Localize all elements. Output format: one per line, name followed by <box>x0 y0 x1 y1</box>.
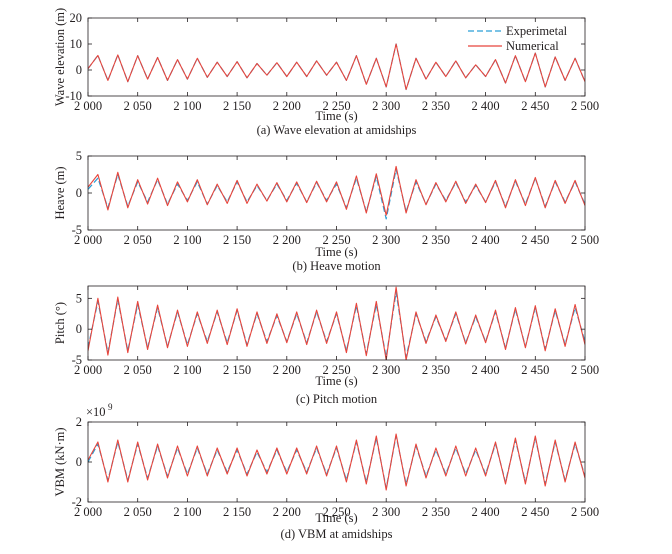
y-axis-label: Heave (m) <box>53 166 67 219</box>
x-tick-label: 2 450 <box>521 505 549 519</box>
x-tick-label: 2 050 <box>124 233 152 247</box>
x-tick-label: 2 000 <box>74 363 102 377</box>
y-tick-label: 5 <box>76 291 82 305</box>
y-tick-label: -10 <box>65 89 82 103</box>
plot-frame <box>87 285 586 361</box>
y-tick-label: 0 <box>76 63 82 77</box>
x-tick-label: 2 050 <box>124 363 152 377</box>
y-axis-label: Wave elevation (m) <box>53 8 67 106</box>
x-tick-label: 2 100 <box>173 505 201 519</box>
x-tick-label: 2 500 <box>571 505 599 519</box>
x-tick-label: 2 250 <box>322 99 350 113</box>
series-line-numerical <box>88 43 585 91</box>
x-tick-label: 2 300 <box>372 233 400 247</box>
x-axis-label: Time (s) <box>315 511 357 525</box>
x-tick-label: 2 400 <box>472 505 500 519</box>
x-tick-label: 2 200 <box>273 99 301 113</box>
x-tick-label: 2 450 <box>521 233 549 247</box>
y-tick-label: 20 <box>70 11 83 25</box>
y-tick-label: 0 <box>76 186 82 200</box>
x-tick-label: 2 200 <box>273 505 301 519</box>
x-tick-label: 2 100 <box>173 99 201 113</box>
x-tick-label: 2 350 <box>422 505 450 519</box>
y-tick-label: 2 <box>76 415 82 429</box>
panel-4: 2 000 2 050 2 100 2 150 2 200 2 250 2 300 2 350… <box>53 402 599 541</box>
x-axis-label: Time (s) <box>315 109 357 123</box>
x-tick-label: 2 300 <box>372 505 400 519</box>
y-axis-label: Pitch (°) <box>53 302 67 344</box>
legend-label-experimetal: Experimetal <box>506 24 568 38</box>
panel-3: 2 000 2 050 2 100 2 150 2 200 2 250 2 300 2 350… <box>53 285 599 406</box>
x-tick-label: 2 150 <box>223 363 251 377</box>
x-tick-label: 2 350 <box>422 233 450 247</box>
x-tick-label: 2 000 <box>74 233 102 247</box>
x-tick-label: 2 200 <box>273 363 301 377</box>
legend-label-numerical: Numerical <box>506 39 559 53</box>
x-tick-label: 2 150 <box>223 99 251 113</box>
y-tick-label: 5 <box>76 149 82 163</box>
x-tick-label: 2 400 <box>472 363 500 377</box>
series-line-numerical <box>88 286 585 360</box>
x-tick-label: 2 450 <box>521 363 549 377</box>
x-tick-label: 2 200 <box>273 233 301 247</box>
x-tick-label: 2 250 <box>322 363 350 377</box>
x-axis-label: Time (s) <box>315 374 357 388</box>
y-tick-label: 0 <box>76 455 82 469</box>
y-tick-label: -5 <box>72 353 82 367</box>
x-tick-label: 2 400 <box>472 99 500 113</box>
y-axis-label: VBM (kN·m) <box>53 427 67 496</box>
y-multiplier-exponent: 9 <box>108 402 113 412</box>
panel-caption: (d) VBM at amidships <box>281 527 393 541</box>
x-tick-label: 2 350 <box>422 99 450 113</box>
x-tick-label: 2 500 <box>571 99 599 113</box>
x-axis-label: Time (s) <box>315 245 357 259</box>
series-line-numerical <box>88 165 585 216</box>
x-tick-label: 2 500 <box>571 233 599 247</box>
x-tick-label: 2 000 <box>74 99 102 113</box>
y-tick-label: -5 <box>72 223 82 237</box>
x-tick-label: 2 050 <box>124 99 152 113</box>
panel-caption: (a) Wave elevation at amidships <box>257 123 417 137</box>
x-tick-label: 2 350 <box>422 363 450 377</box>
x-tick-label: 2 450 <box>521 99 549 113</box>
x-tick-label: 2 150 <box>223 505 251 519</box>
x-tick-label: 2 050 <box>124 505 152 519</box>
x-tick-label: 2 250 <box>322 505 350 519</box>
x-tick-label: 2 100 <box>173 363 201 377</box>
x-tick-label: 2 300 <box>372 99 400 113</box>
x-tick-label: 2 300 <box>372 363 400 377</box>
x-tick-label: 2 500 <box>571 363 599 377</box>
panel-1: 2 000 2 050 2 100 2 150 2 200 2 250 2 300 2 350… <box>53 8 599 137</box>
x-tick-label: 2 400 <box>472 233 500 247</box>
y-tick-label: 10 <box>70 37 83 51</box>
panel-caption: (b) Heave motion <box>292 259 381 273</box>
series-line-numerical <box>88 433 585 491</box>
x-tick-label: 2 000 <box>74 505 102 519</box>
panel-2: 2 000 2 050 2 100 2 150 2 200 2 250 2 300 2 350… <box>53 149 599 273</box>
x-tick-label: 2 100 <box>173 233 201 247</box>
x-tick-label: 2 150 <box>223 233 251 247</box>
y-tick-label: 0 <box>76 322 82 336</box>
panel-caption: (c) Pitch motion <box>296 392 378 406</box>
x-tick-label: 2 250 <box>322 233 350 247</box>
y-tick-label: -2 <box>72 495 82 509</box>
y-multiplier: ×10 <box>86 405 106 419</box>
